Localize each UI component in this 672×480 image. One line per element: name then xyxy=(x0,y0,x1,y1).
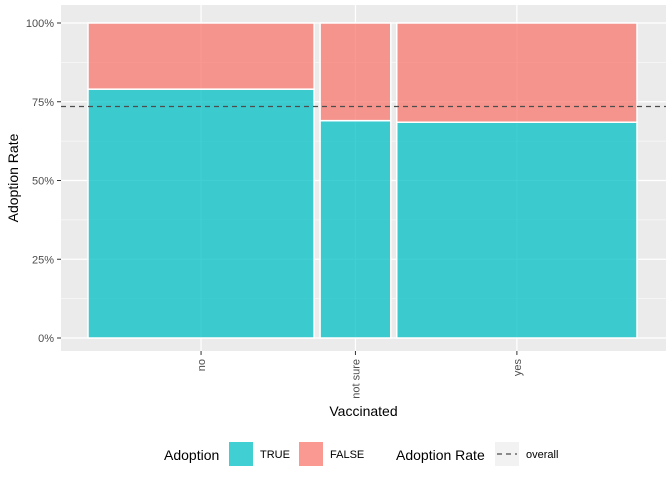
y-tick-label: 100% xyxy=(26,18,54,30)
x-axis-title: Vaccinated xyxy=(329,403,397,419)
bar-no-true xyxy=(87,88,315,339)
y-axis-title: Adoption Rate xyxy=(5,133,21,222)
x-axis: no not sure yes xyxy=(196,351,524,399)
y-tick-label: 25% xyxy=(32,254,54,266)
legend-label-false: FALSE xyxy=(330,449,364,461)
bar-not-sure-true xyxy=(319,119,392,339)
y-axis: 0% 25% 50% 75% 100% xyxy=(26,18,61,345)
y-tick-label: 0% xyxy=(38,333,54,345)
bar-yes-false xyxy=(396,22,638,123)
x-tick-label: not sure xyxy=(350,359,362,399)
legend-fill-title: Adoption xyxy=(164,447,219,463)
y-tick-label: 50% xyxy=(32,176,54,188)
legend-label-true: TRUE xyxy=(260,449,290,461)
legend-line-title: Adoption Rate xyxy=(396,447,485,463)
legend-label-overall: overall xyxy=(526,449,558,461)
legend: Adoption TRUE FALSE Adoption Rate overal… xyxy=(164,442,558,466)
y-tick-label: 75% xyxy=(32,97,54,109)
bar-yes-true xyxy=(396,121,638,339)
bar-not-sure-false xyxy=(319,22,392,122)
bar-no-false xyxy=(87,22,315,90)
legend-key-true xyxy=(229,442,253,466)
x-tick-label: yes xyxy=(512,359,524,377)
x-tick-label: no xyxy=(196,359,208,371)
bars xyxy=(87,22,638,339)
legend-key-false xyxy=(299,442,323,466)
